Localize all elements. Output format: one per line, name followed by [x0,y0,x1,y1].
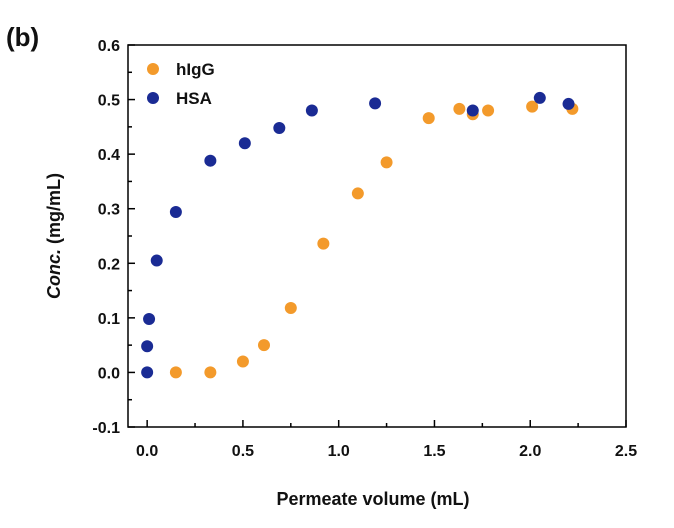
data-point-higg [284,302,297,315]
data-point-hsa [273,121,286,134]
data-point-higg [317,237,330,250]
y-tick-label: 0.1 [98,311,120,328]
x-tick-label: 1.5 [423,443,445,460]
legend: hIgG HSA [147,60,215,108]
data-point-higg [236,355,249,368]
data-point-higg [257,339,270,352]
data-point-higg [169,366,182,379]
data-points [141,91,579,379]
data-point-hsa [169,205,182,218]
data-point-higg [453,102,466,115]
y-tick-label: 0.2 [98,256,120,273]
data-point-higg [482,104,495,117]
x-tick-label: 2.0 [519,443,541,460]
x-tick-label: 0.0 [136,443,158,460]
x-axis: 0.0 0.5 1.0 1.5 2.0 2.5 [136,420,637,460]
legend-label-hsa: HSA [176,89,212,108]
y-axis-label-units: (mg/mL) [44,173,64,249]
x-tick-label: 0.5 [232,443,254,460]
data-point-hsa [533,91,546,104]
data-point-hsa [150,254,163,267]
data-point-hsa [143,312,156,325]
data-point-higg [351,187,364,200]
data-point-hsa [141,366,154,379]
x-axis-label: Permeate volume (mL) [276,489,469,509]
y-tick-label: 0.3 [98,202,120,219]
y-tick-label: -0.1 [92,420,120,437]
legend-label-higg: hIgG [176,60,215,79]
legend-marker-hsa [147,92,159,104]
data-point-higg [204,366,217,379]
data-point-hsa [238,137,251,150]
data-point-hsa [562,97,575,110]
x-tick-label: 2.5 [615,443,637,460]
panel-label: (b) [6,22,39,52]
y-tick-label: 0.0 [98,365,120,382]
y-tick-label: 0.6 [98,38,120,55]
y-tick-label: 0.5 [98,93,120,110]
y-axis-label: Conc. (mg/mL) [44,173,64,299]
y-tick-label: 0.4 [98,147,120,164]
y-axis: -0.1 0.0 0.1 0.2 0.3 0.4 0.5 0.6 [92,38,135,437]
data-point-hsa [141,340,154,353]
data-point-hsa [305,104,318,117]
y-axis-label-italic: Conc. [44,249,64,299]
x-tick-label: 1.0 [328,443,350,460]
data-point-hsa [466,104,479,117]
data-point-higg [422,112,435,125]
data-point-hsa [369,97,382,110]
data-point-hsa [204,154,217,167]
legend-marker-higg [147,63,159,75]
data-point-higg [526,100,539,113]
data-point-higg [380,156,393,169]
